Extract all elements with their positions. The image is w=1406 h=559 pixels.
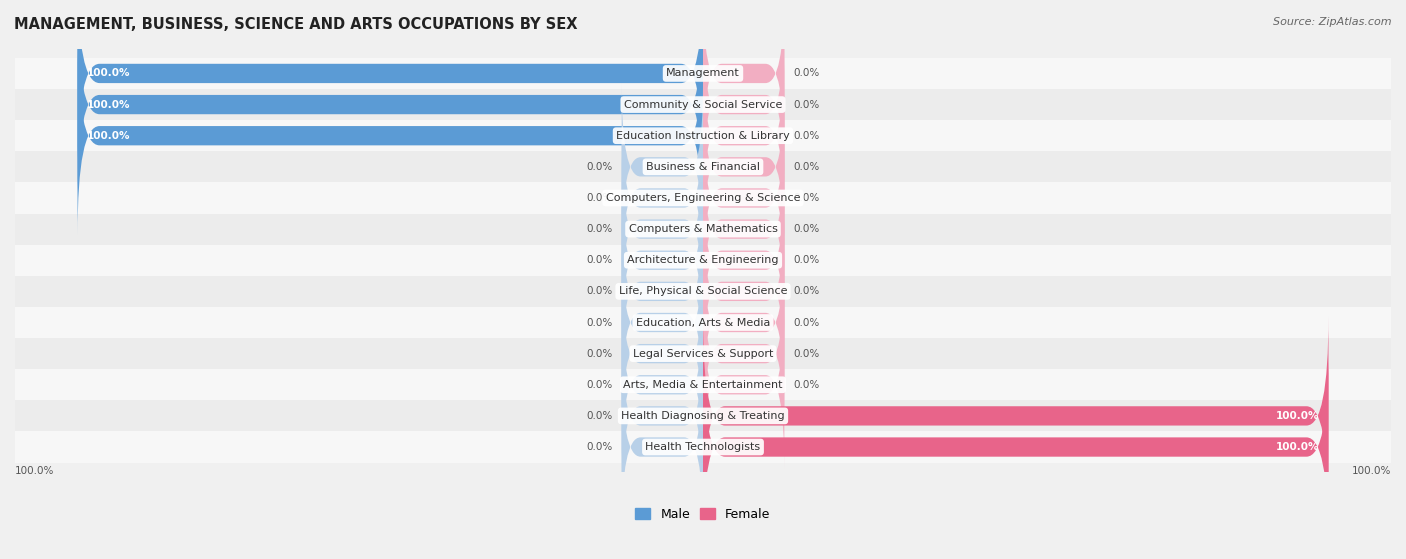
Text: 0.0%: 0.0% [586, 193, 612, 203]
Legend: Male, Female: Male, Female [636, 508, 770, 521]
Text: Life, Physical & Social Science: Life, Physical & Social Science [619, 286, 787, 296]
Text: 0.0%: 0.0% [794, 286, 820, 296]
Text: 0.0%: 0.0% [794, 255, 820, 265]
FancyBboxPatch shape [703, 348, 1329, 546]
Bar [15, 432, 1391, 463]
FancyBboxPatch shape [621, 239, 703, 406]
Text: Management: Management [666, 68, 740, 78]
Text: Community & Social Service: Community & Social Service [624, 100, 782, 110]
FancyBboxPatch shape [621, 270, 703, 437]
Text: 0.0%: 0.0% [794, 380, 820, 390]
FancyBboxPatch shape [77, 36, 703, 235]
Text: 100.0%: 100.0% [87, 131, 131, 141]
Text: Architecture & Engineering: Architecture & Engineering [627, 255, 779, 265]
Text: Education Instruction & Library: Education Instruction & Library [616, 131, 790, 141]
Text: 0.0%: 0.0% [586, 380, 612, 390]
FancyBboxPatch shape [703, 177, 785, 344]
Text: 100.0%: 100.0% [15, 466, 55, 476]
FancyBboxPatch shape [621, 363, 703, 531]
Text: 0.0%: 0.0% [794, 193, 820, 203]
FancyBboxPatch shape [703, 83, 785, 250]
FancyBboxPatch shape [703, 114, 785, 282]
FancyBboxPatch shape [77, 0, 703, 173]
FancyBboxPatch shape [621, 332, 703, 500]
Text: 0.0%: 0.0% [586, 224, 612, 234]
Text: Education, Arts & Media: Education, Arts & Media [636, 318, 770, 328]
Text: 0.0%: 0.0% [794, 100, 820, 110]
Text: Business & Financial: Business & Financial [645, 162, 761, 172]
FancyBboxPatch shape [621, 177, 703, 344]
Text: 100.0%: 100.0% [1351, 466, 1391, 476]
FancyBboxPatch shape [703, 239, 785, 406]
Text: Legal Services & Support: Legal Services & Support [633, 349, 773, 359]
FancyBboxPatch shape [621, 145, 703, 313]
FancyBboxPatch shape [703, 301, 785, 468]
Bar [15, 120, 1391, 151]
FancyBboxPatch shape [621, 207, 703, 375]
FancyBboxPatch shape [703, 145, 785, 313]
FancyBboxPatch shape [703, 207, 785, 375]
Text: Source: ZipAtlas.com: Source: ZipAtlas.com [1274, 17, 1392, 27]
FancyBboxPatch shape [703, 0, 785, 157]
Text: 0.0%: 0.0% [586, 349, 612, 359]
Text: 0.0%: 0.0% [794, 318, 820, 328]
Text: 100.0%: 100.0% [1275, 411, 1319, 421]
Text: 0.0%: 0.0% [586, 255, 612, 265]
Bar [15, 58, 1391, 89]
FancyBboxPatch shape [77, 5, 703, 204]
Text: 0.0%: 0.0% [586, 442, 612, 452]
FancyBboxPatch shape [621, 301, 703, 468]
Text: Computers & Mathematics: Computers & Mathematics [628, 224, 778, 234]
Text: Computers, Engineering & Science: Computers, Engineering & Science [606, 193, 800, 203]
Bar [15, 276, 1391, 307]
Text: Health Diagnosing & Treating: Health Diagnosing & Treating [621, 411, 785, 421]
Text: 0.0%: 0.0% [794, 224, 820, 234]
Text: 0.0%: 0.0% [586, 286, 612, 296]
Text: 0.0%: 0.0% [794, 68, 820, 78]
Text: 0.0%: 0.0% [586, 162, 612, 172]
Bar [15, 89, 1391, 120]
Text: 0.0%: 0.0% [794, 162, 820, 172]
Text: Arts, Media & Entertainment: Arts, Media & Entertainment [623, 380, 783, 390]
Text: 0.0%: 0.0% [586, 318, 612, 328]
Text: 0.0%: 0.0% [586, 411, 612, 421]
Bar [15, 338, 1391, 369]
Text: 0.0%: 0.0% [794, 131, 820, 141]
FancyBboxPatch shape [703, 270, 785, 437]
FancyBboxPatch shape [621, 114, 703, 282]
Text: MANAGEMENT, BUSINESS, SCIENCE AND ARTS OCCUPATIONS BY SEX: MANAGEMENT, BUSINESS, SCIENCE AND ARTS O… [14, 17, 578, 32]
Bar [15, 214, 1391, 245]
Bar [15, 151, 1391, 182]
FancyBboxPatch shape [703, 52, 785, 220]
Bar [15, 400, 1391, 432]
Text: 0.0%: 0.0% [794, 349, 820, 359]
Text: 100.0%: 100.0% [87, 100, 131, 110]
Bar [15, 307, 1391, 338]
Bar [15, 245, 1391, 276]
Text: 100.0%: 100.0% [1275, 442, 1319, 452]
FancyBboxPatch shape [703, 316, 1329, 515]
FancyBboxPatch shape [703, 21, 785, 188]
FancyBboxPatch shape [621, 83, 703, 250]
Bar [15, 369, 1391, 400]
Text: Health Technologists: Health Technologists [645, 442, 761, 452]
Bar [15, 182, 1391, 214]
Text: 100.0%: 100.0% [87, 68, 131, 78]
